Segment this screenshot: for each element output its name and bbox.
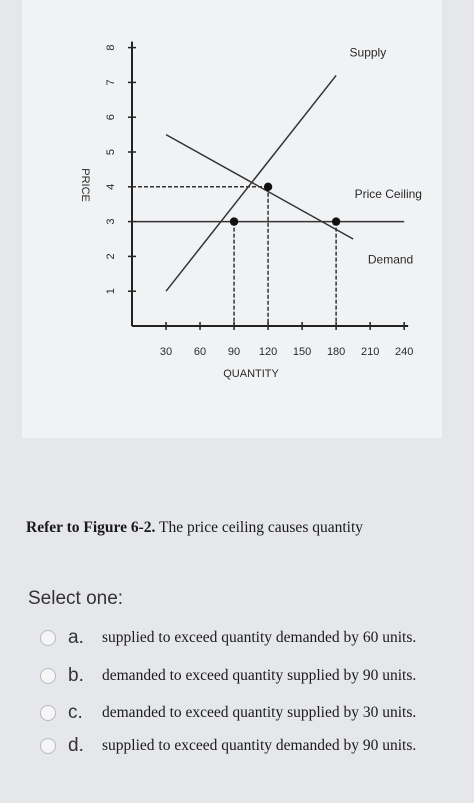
select-one-label: Select one:	[28, 588, 124, 609]
y-tick-label: 8	[105, 45, 117, 51]
supply-line	[165, 74, 337, 292]
y-tick-label: 2	[105, 253, 117, 259]
option-a[interactable]: a. supplied to exceed quantity demanded …	[40, 625, 416, 651]
y-axis-label: PRICE	[79, 168, 91, 202]
x-tick-label: 90	[228, 346, 240, 358]
option-text: demanded to exceed quantity supplied by …	[102, 667, 417, 684]
figure-reference: Refer to Figure 6-2.	[26, 519, 156, 536]
x-tick-label: 150	[293, 346, 311, 358]
supply-label: Supply	[350, 45, 387, 59]
y-tick-label: 6	[105, 114, 117, 120]
option-text: supplied to exceed quantity demanded by …	[102, 737, 417, 754]
option-d[interactable]: d. supplied to exceed quantity demanded …	[40, 733, 416, 759]
y-tick-label: 1	[105, 288, 117, 294]
y-tick-label: 7	[105, 79, 117, 85]
x-tick-label: 180	[327, 346, 345, 358]
radio-d[interactable]	[40, 738, 56, 754]
price-ceiling-label: Price Ceiling	[355, 187, 422, 201]
radio-a[interactable]	[40, 630, 56, 646]
radio-c[interactable]	[40, 705, 56, 721]
demand-label: Demand	[368, 252, 413, 266]
x-tick-label: 30	[160, 346, 172, 358]
x-axis-label: QUANTITY	[223, 368, 279, 380]
x-tick-label: 210	[361, 346, 379, 358]
y-tick-label: 5	[105, 149, 117, 155]
question-text: Refer to Figure 6-2. The price ceiling c…	[26, 519, 456, 537]
option-b[interactable]: b. demanded to exceed quantity supplied …	[40, 663, 416, 689]
option-letter: c.	[68, 702, 83, 723]
x-tick-label: 240	[395, 346, 413, 358]
option-c[interactable]: c. demanded to exceed quantity supplied …	[40, 700, 416, 726]
y-tick-label: 4	[105, 184, 117, 190]
supply-demand-chart: 30 60 90 120 150 180 210 240 1 2 3 4 5 6 7 8 QUANTITY PRI…	[79, 41, 422, 380]
intersection-point	[263, 182, 273, 191]
option-letter: a.	[68, 627, 84, 648]
x-tick-label: 60	[194, 346, 206, 358]
option-text: supplied to exceed quantity demanded by …	[102, 629, 417, 646]
option-letter: b.	[68, 665, 84, 686]
x-tick-label: 120	[259, 346, 277, 358]
option-letter: d.	[68, 735, 84, 756]
intersection-point	[229, 217, 239, 226]
question-body: The price ceiling causes quantity	[155, 519, 364, 536]
intersection-point	[331, 217, 341, 226]
option-text: demanded to exceed quantity supplied by …	[102, 704, 417, 721]
radio-b[interactable]	[40, 668, 56, 684]
y-tick-label: 3	[105, 219, 117, 225]
figure-panel: 30 60 90 120 150 180 210 240 1 2 3 4 5 6 7 8 QUANTITY PRI…	[22, 0, 442, 438]
